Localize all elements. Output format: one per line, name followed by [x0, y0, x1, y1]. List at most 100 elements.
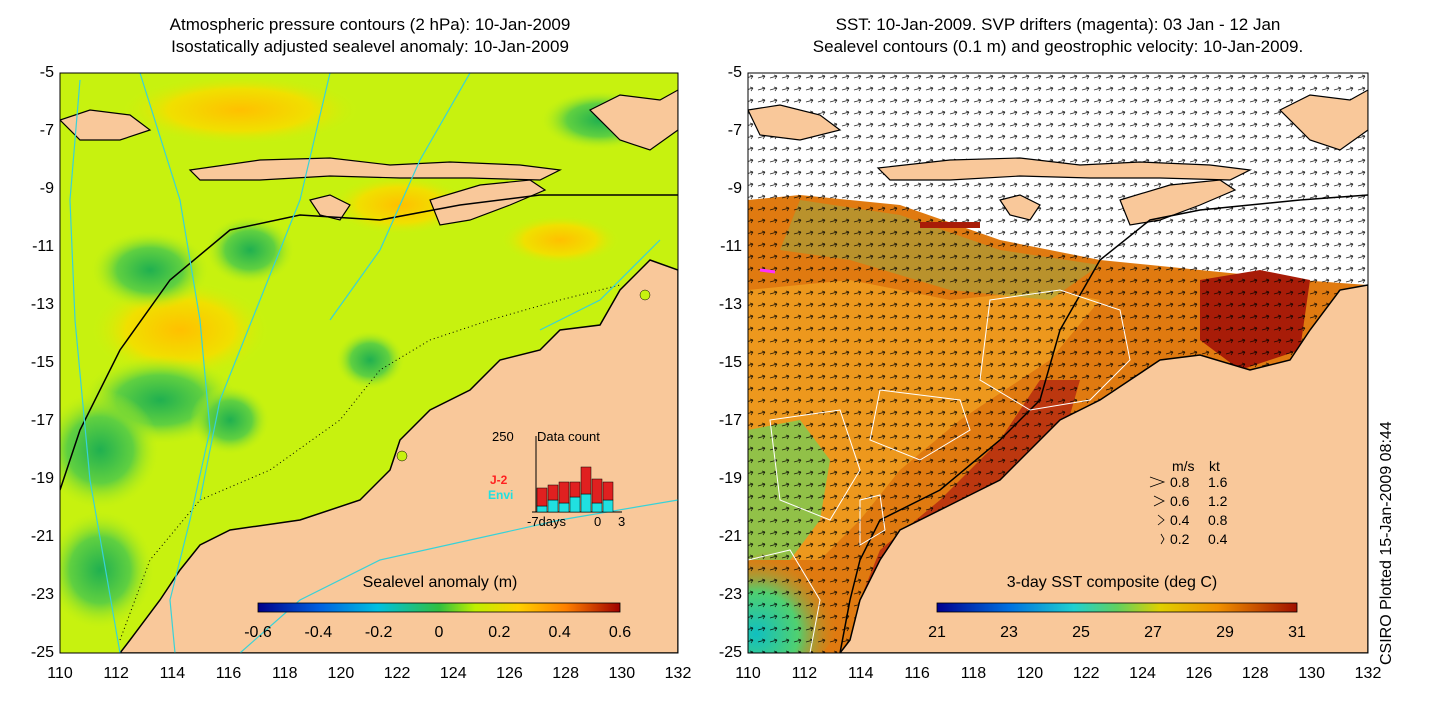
right-y-tick: -11: [720, 238, 742, 255]
inset-xlabel-end: 3: [618, 514, 625, 529]
histogram-bar-envi: [536, 505, 548, 513]
sst-colorbar-tick: 27: [1144, 624, 1162, 641]
left-y-tick: -11: [32, 238, 54, 255]
sla-low-area: [60, 390, 160, 510]
sla-colorbar-gradient: [257, 602, 621, 613]
sst-colorbar: 3-day SST composite (deg C) 21 23 25 27 29 31: [928, 574, 1306, 641]
right-y-tick: -13: [718, 296, 742, 313]
histogram-bar-envi: [558, 502, 570, 513]
left-x-tick: 112: [103, 665, 129, 682]
pressure-contour: [69, 79, 121, 653]
right-y-tick: -5: [727, 64, 742, 81]
right-x-tick: 132: [1354, 665, 1382, 682]
left-y-tick: -25: [30, 644, 54, 661]
left-x-tick: 118: [271, 665, 298, 682]
sla-high-area: [500, 215, 620, 265]
sla-colorbar-tick: -0.2: [365, 624, 393, 641]
right-x-tick: 130: [1298, 665, 1325, 682]
left-y-tick: -9: [39, 180, 54, 197]
histogram-bar-envi: [580, 493, 592, 513]
right-x-tick: 116: [904, 665, 930, 682]
sumba-island: [999, 194, 1041, 221]
right-y-tick: -25: [718, 644, 742, 661]
inset-count-label: 250: [492, 429, 514, 444]
histogram-bar-j2: [558, 481, 570, 504]
north-island: [588, 89, 678, 151]
north-island: [1278, 89, 1368, 151]
sst-colorbar-tick: 31: [1288, 624, 1306, 641]
left-map-frame: [59, 72, 679, 654]
histogram-bar-envi: [591, 502, 603, 513]
pressure-contour: [199, 73, 331, 501]
histogram-bar-j2: [602, 481, 614, 501]
left-y-tick: -19: [30, 470, 54, 487]
right-x-tick: 118: [960, 665, 987, 682]
pressure-contour: [539, 239, 661, 331]
sla-colorbar-title: Sealevel anomaly (m): [363, 574, 518, 591]
velocity-kt-value: 1.6: [1208, 474, 1228, 490]
right-x-tick: 124: [1129, 665, 1156, 682]
left-x-tick: 128: [552, 665, 579, 682]
left-x-tick: 114: [159, 665, 186, 682]
right-map-title: SST: 10-Jan-2009. SVP drifters (magenta)…: [748, 14, 1368, 58]
pressure-contour: [139, 73, 211, 653]
sla-low-area: [335, 330, 405, 390]
right-x-tick: 110: [735, 665, 761, 682]
sealevel-contour: [859, 494, 886, 546]
lesser-sunda-islands: [188, 157, 563, 181]
right-x-tick: 114: [847, 665, 874, 682]
shelf-edge: [839, 194, 1368, 653]
velocity-ms-value: 0.4: [1170, 512, 1190, 528]
right-y-tick: -19: [718, 470, 742, 487]
right-x-tick: 120: [1016, 665, 1044, 682]
left-y-tick: -7: [39, 122, 54, 139]
sst-streak: [920, 222, 980, 228]
lesser-sunda-islands: [876, 157, 1253, 181]
sealevel-contour: [769, 409, 861, 521]
velocity-legend: m/s kt 0.8 1.6 0.6 1.2 0.4 0.8 0.2 0.4: [1149, 458, 1228, 547]
timor-island: [1119, 179, 1237, 226]
australia-landmass: [839, 284, 1368, 653]
left-x-tick: 132: [664, 665, 692, 682]
svp-drifter-track: [759, 268, 776, 274]
right-y-tick: -23: [718, 586, 742, 603]
sumba-island: [309, 194, 351, 221]
right-x-tick: 122: [1072, 665, 1100, 682]
left-y-tick: -15: [30, 354, 54, 371]
inset-xlabel-start: -7days: [527, 514, 567, 529]
histogram-bar-j2: [536, 487, 548, 507]
sla-low-area: [190, 385, 270, 455]
tide-gauge-marker: [396, 450, 408, 462]
timor-island: [429, 179, 547, 226]
velocity-ms-value: 0.8: [1170, 474, 1190, 490]
left-map: [60, 73, 678, 653]
sst-colorbar-tick: 29: [1216, 624, 1234, 641]
sst-colorbar-gradient: [936, 602, 1298, 613]
right-y-tick: -9: [727, 180, 742, 197]
sla-colorbar-tick: -0.4: [305, 624, 333, 641]
histogram-bars: [536, 466, 614, 513]
dotted-contour: [119, 284, 621, 641]
inset-xlabel-zero: 0: [594, 514, 601, 529]
tide-gauge-marker: [639, 289, 651, 301]
right-y-tick: -7: [727, 122, 742, 139]
sealevel-contour: [979, 289, 1131, 411]
legend-envi: Envi: [488, 488, 513, 502]
left-x-tick: 126: [496, 665, 523, 682]
right-x-tick: 112: [791, 665, 818, 682]
histogram-bar-envi: [547, 499, 559, 513]
sla-colorbar: Sealevel anomaly (m) -0.6 -0.4 -0.2 0 0.2 0.4…: [244, 574, 631, 641]
velocity-ms-value: 0.6: [1170, 493, 1190, 509]
right-title-line1: SST: 10-Jan-2009. SVP drifters (magenta)…: [835, 15, 1281, 34]
left-y-tick: -23: [30, 586, 54, 603]
sla-colorbar-tick: 0: [435, 624, 444, 641]
velocity-kt-value: 0.4: [1208, 531, 1228, 547]
right-map-frame: [747, 72, 1369, 654]
right-y-tick: -17: [718, 412, 742, 429]
data-count-inset: 250 Data count J-2 Envi -7days 0 3: [488, 429, 625, 529]
left-title-line2: Isostatically adjusted sealevel anomaly:…: [171, 37, 569, 56]
sealevel-contour: [748, 549, 821, 653]
sst-colorbar-tick: 21: [928, 624, 946, 641]
right-x-tick: 128: [1241, 665, 1269, 682]
histogram-bar-j2: [591, 478, 603, 504]
